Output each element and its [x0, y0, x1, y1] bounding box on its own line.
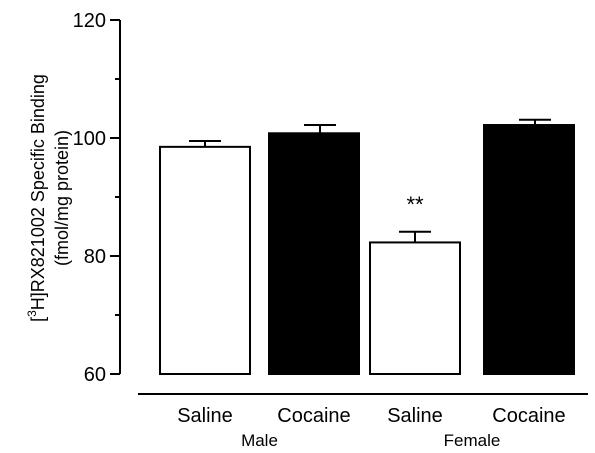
bar: [369, 241, 461, 375]
bar: [159, 145, 251, 375]
significance-annotation: **: [406, 192, 424, 217]
x-tick-label: Saline: [177, 405, 233, 427]
x-tick-label: Cocaine: [277, 405, 350, 427]
y-tick-label: 80: [84, 246, 106, 268]
x-tick-label: Saline: [387, 405, 443, 427]
group-label: Female: [444, 431, 501, 450]
y-tick-label: 60: [84, 364, 106, 386]
group-label: Male: [241, 431, 278, 450]
bar: [268, 132, 360, 375]
y-axis-label-line1: [3H]RX821002 Specific Binding: [25, 74, 48, 322]
y-tick-label: 120: [73, 10, 106, 32]
y-tick-label: 100: [73, 128, 106, 150]
x-tick-label: Cocaine: [492, 405, 565, 427]
y-axis-label-line2: (fmol/mg protein): [52, 130, 72, 266]
bar: [483, 124, 575, 375]
y-axis-title: [3H]RX821002 Specific Binding (fmol/mg p…: [25, 74, 72, 322]
